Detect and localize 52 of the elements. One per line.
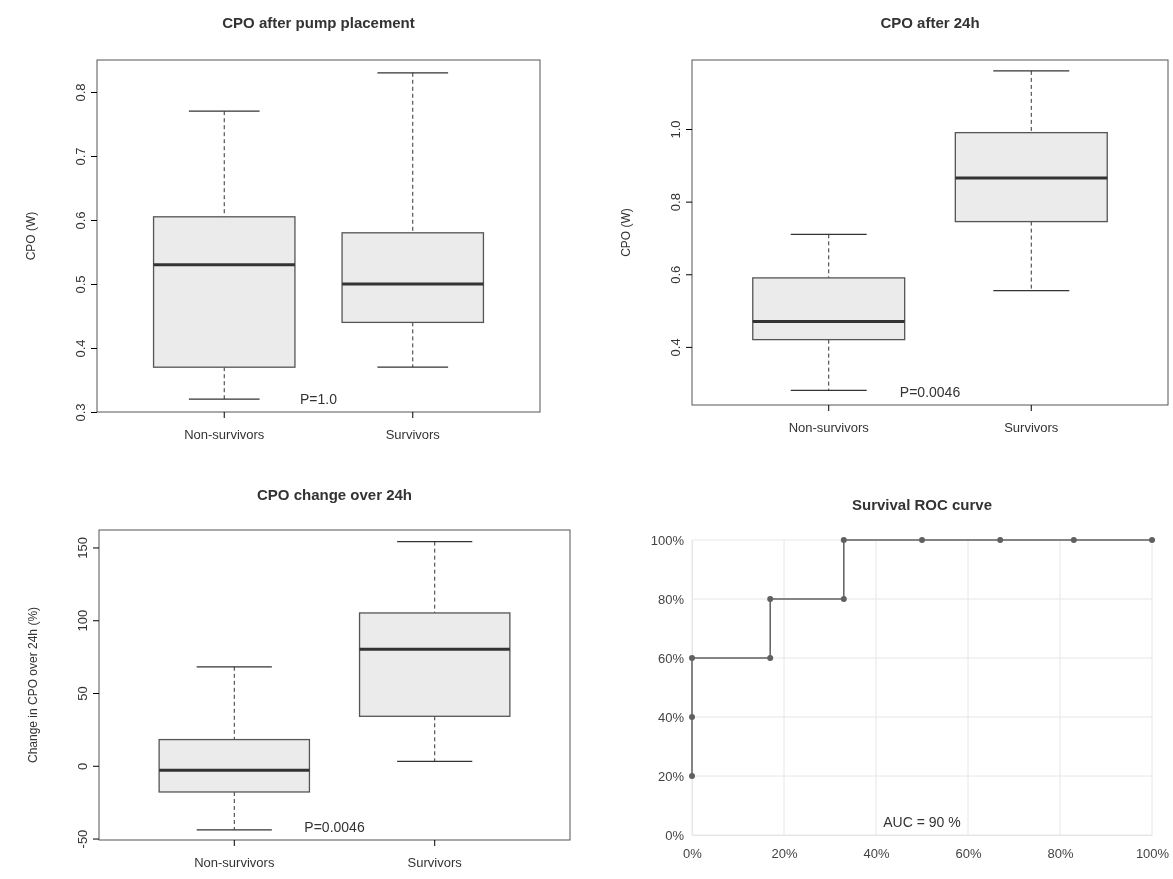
y-tick-label: 0.8 xyxy=(668,193,683,212)
y-tick-label: 80% xyxy=(657,591,685,607)
y-axis-title: CPO (W) xyxy=(24,211,38,261)
annotation: AUC = 90 % xyxy=(883,814,961,830)
y-tick-label: 0.6 xyxy=(668,265,683,284)
chart-title: CPO after 24h xyxy=(880,14,980,31)
y-tick-label: 0.4 xyxy=(73,339,88,358)
x-tick-label: 40% xyxy=(863,845,890,861)
point xyxy=(840,596,847,602)
x-tick-label: 80% xyxy=(1047,845,1074,861)
y-tick-label: 0 xyxy=(75,762,90,770)
x-tick-label: Survivors xyxy=(385,427,441,443)
chart-title: CPO change over 24h xyxy=(256,486,413,503)
annotation: P=0.0046 xyxy=(899,384,961,400)
point xyxy=(767,655,774,661)
y-tick-label: 0.7 xyxy=(73,147,88,166)
y-tick-label: 0.8 xyxy=(73,83,88,102)
x-tick-label: 100% xyxy=(1135,845,1170,861)
y-tick-label: 20% xyxy=(657,768,685,784)
y-tick-label: 40% xyxy=(657,709,685,725)
y-tick-label: 0.3 xyxy=(73,403,88,422)
point xyxy=(840,537,847,543)
y-tick-label: 100% xyxy=(650,532,685,548)
y-tick-label: 100 xyxy=(75,609,90,632)
x-tick-label: Non-survivors xyxy=(788,420,870,436)
x-tick-label: Non-survivors xyxy=(184,427,265,443)
y-tick-label: 0.5 xyxy=(73,275,88,294)
y-tick-label: 0.6 xyxy=(73,211,88,230)
y-tick-label: 0% xyxy=(665,827,685,843)
chart-title: Survival ROC curve xyxy=(851,496,993,513)
x-tick-label: 20% xyxy=(771,845,798,861)
y-tick-label: 150 xyxy=(75,537,90,559)
x-tick-label: Survivors xyxy=(1004,420,1059,436)
y-tick-label: 50 xyxy=(75,686,90,701)
point xyxy=(767,596,774,602)
y-tick-label: 60% xyxy=(657,650,685,666)
x-tick-label: Non-survivors xyxy=(194,855,275,871)
x-tick-label: Survivors xyxy=(407,855,463,871)
point xyxy=(997,537,1004,543)
y-tick-label: 1.0 xyxy=(668,120,683,139)
x-tick-label: 0% xyxy=(683,845,703,861)
y-tick-label: -50 xyxy=(75,829,90,849)
annotation: P=1.0 xyxy=(300,391,338,407)
y-tick-label: 0.4 xyxy=(668,338,683,357)
x-tick-label: 60% xyxy=(955,845,982,861)
y-axis-title: Change in CPO over 24h (%) xyxy=(26,606,40,764)
annotation: P=0.0046 xyxy=(304,819,365,835)
chart-title: CPO after pump placement xyxy=(222,14,415,31)
point xyxy=(919,537,925,543)
point xyxy=(1149,537,1155,543)
y-axis-title: CPO (W) xyxy=(619,208,633,257)
point xyxy=(1070,537,1077,543)
